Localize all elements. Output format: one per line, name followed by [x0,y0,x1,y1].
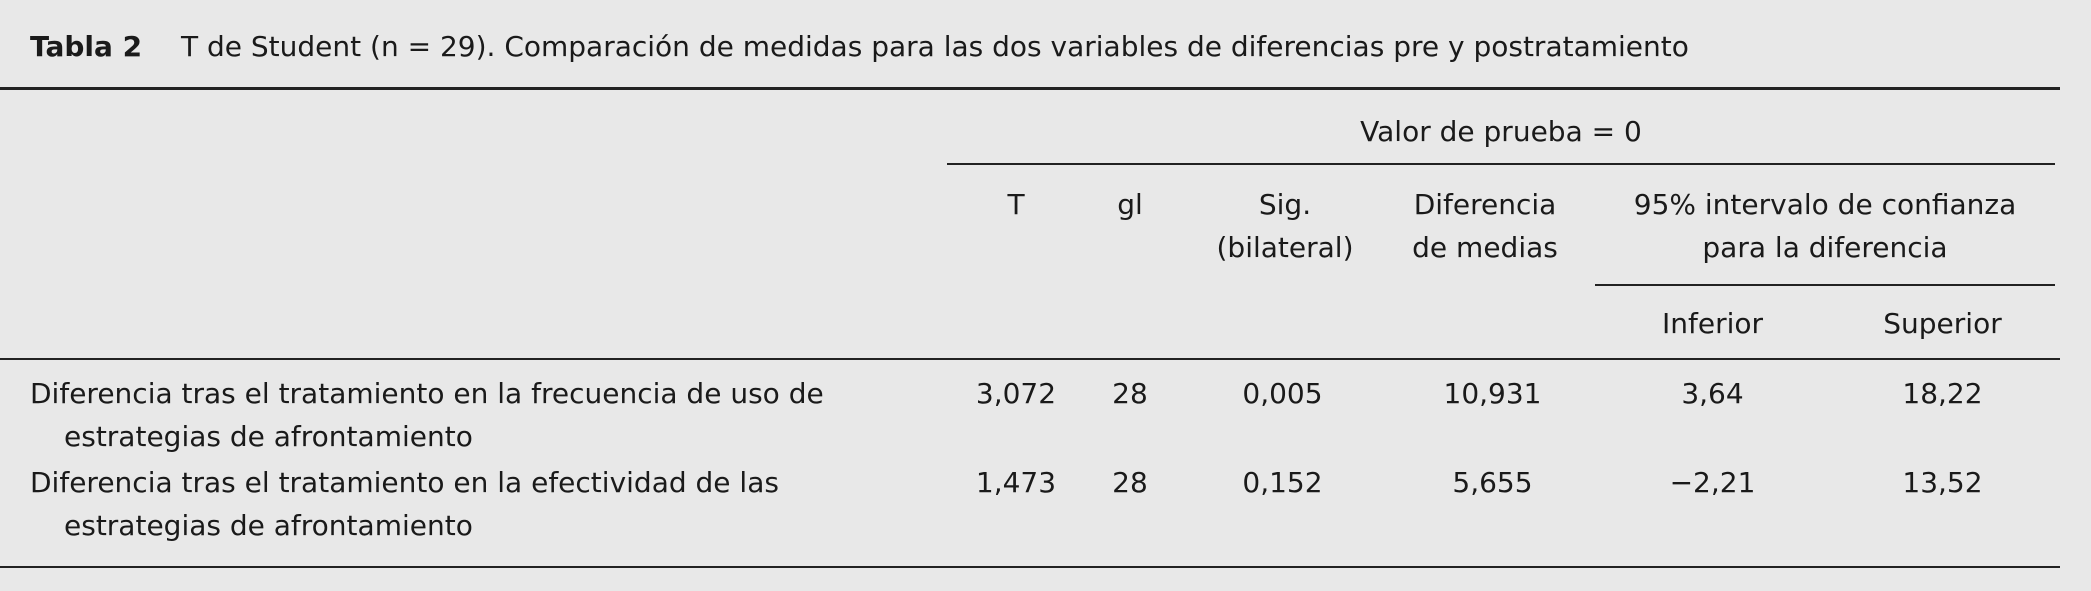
caption-label: Tabla 2 [30,30,143,63]
column-header: gl [1117,188,1143,221]
column-header: Diferencia de medias [1412,188,1558,264]
cell-value: 0,152 [1242,466,1323,499]
cell-value: 18,22 [1902,377,1983,410]
cell-value: 5,655 [1452,466,1533,499]
rule [0,87,2060,90]
rule [0,566,2060,568]
group-header: Valor de prueba = 0 [1360,115,1642,148]
rule [947,163,2055,165]
rule [0,358,2060,360]
cell-value: 3,64 [1681,377,1744,410]
subcolumn-header: Inferior [1661,307,1764,340]
cell-value: 1,473 [975,466,1057,499]
row-label: Diferencia tras el tratamiento en la efe… [30,466,779,542]
column-header: 95% intervalo de confianza para la difer… [1633,188,2017,264]
caption-text: T de Student (n = 29). Comparación de me… [181,30,1689,63]
subcolumn-header: Superior [1883,307,2002,340]
cell-value: 28 [1112,466,1148,499]
cell-value: −2,21 [1669,466,1756,499]
cell-value: 3,072 [975,377,1057,410]
column-header: T [1007,188,1025,221]
column-header: Sig. (bilateral) [1216,188,1354,264]
cell-value: 0,005 [1242,377,1323,410]
cell-value: 13,52 [1902,466,1983,499]
row-label: Diferencia tras el tratamiento en la fre… [30,377,824,453]
cell-value: 10,931 [1443,377,1542,410]
cell-value: 28 [1112,377,1148,410]
rule [1595,284,2055,286]
